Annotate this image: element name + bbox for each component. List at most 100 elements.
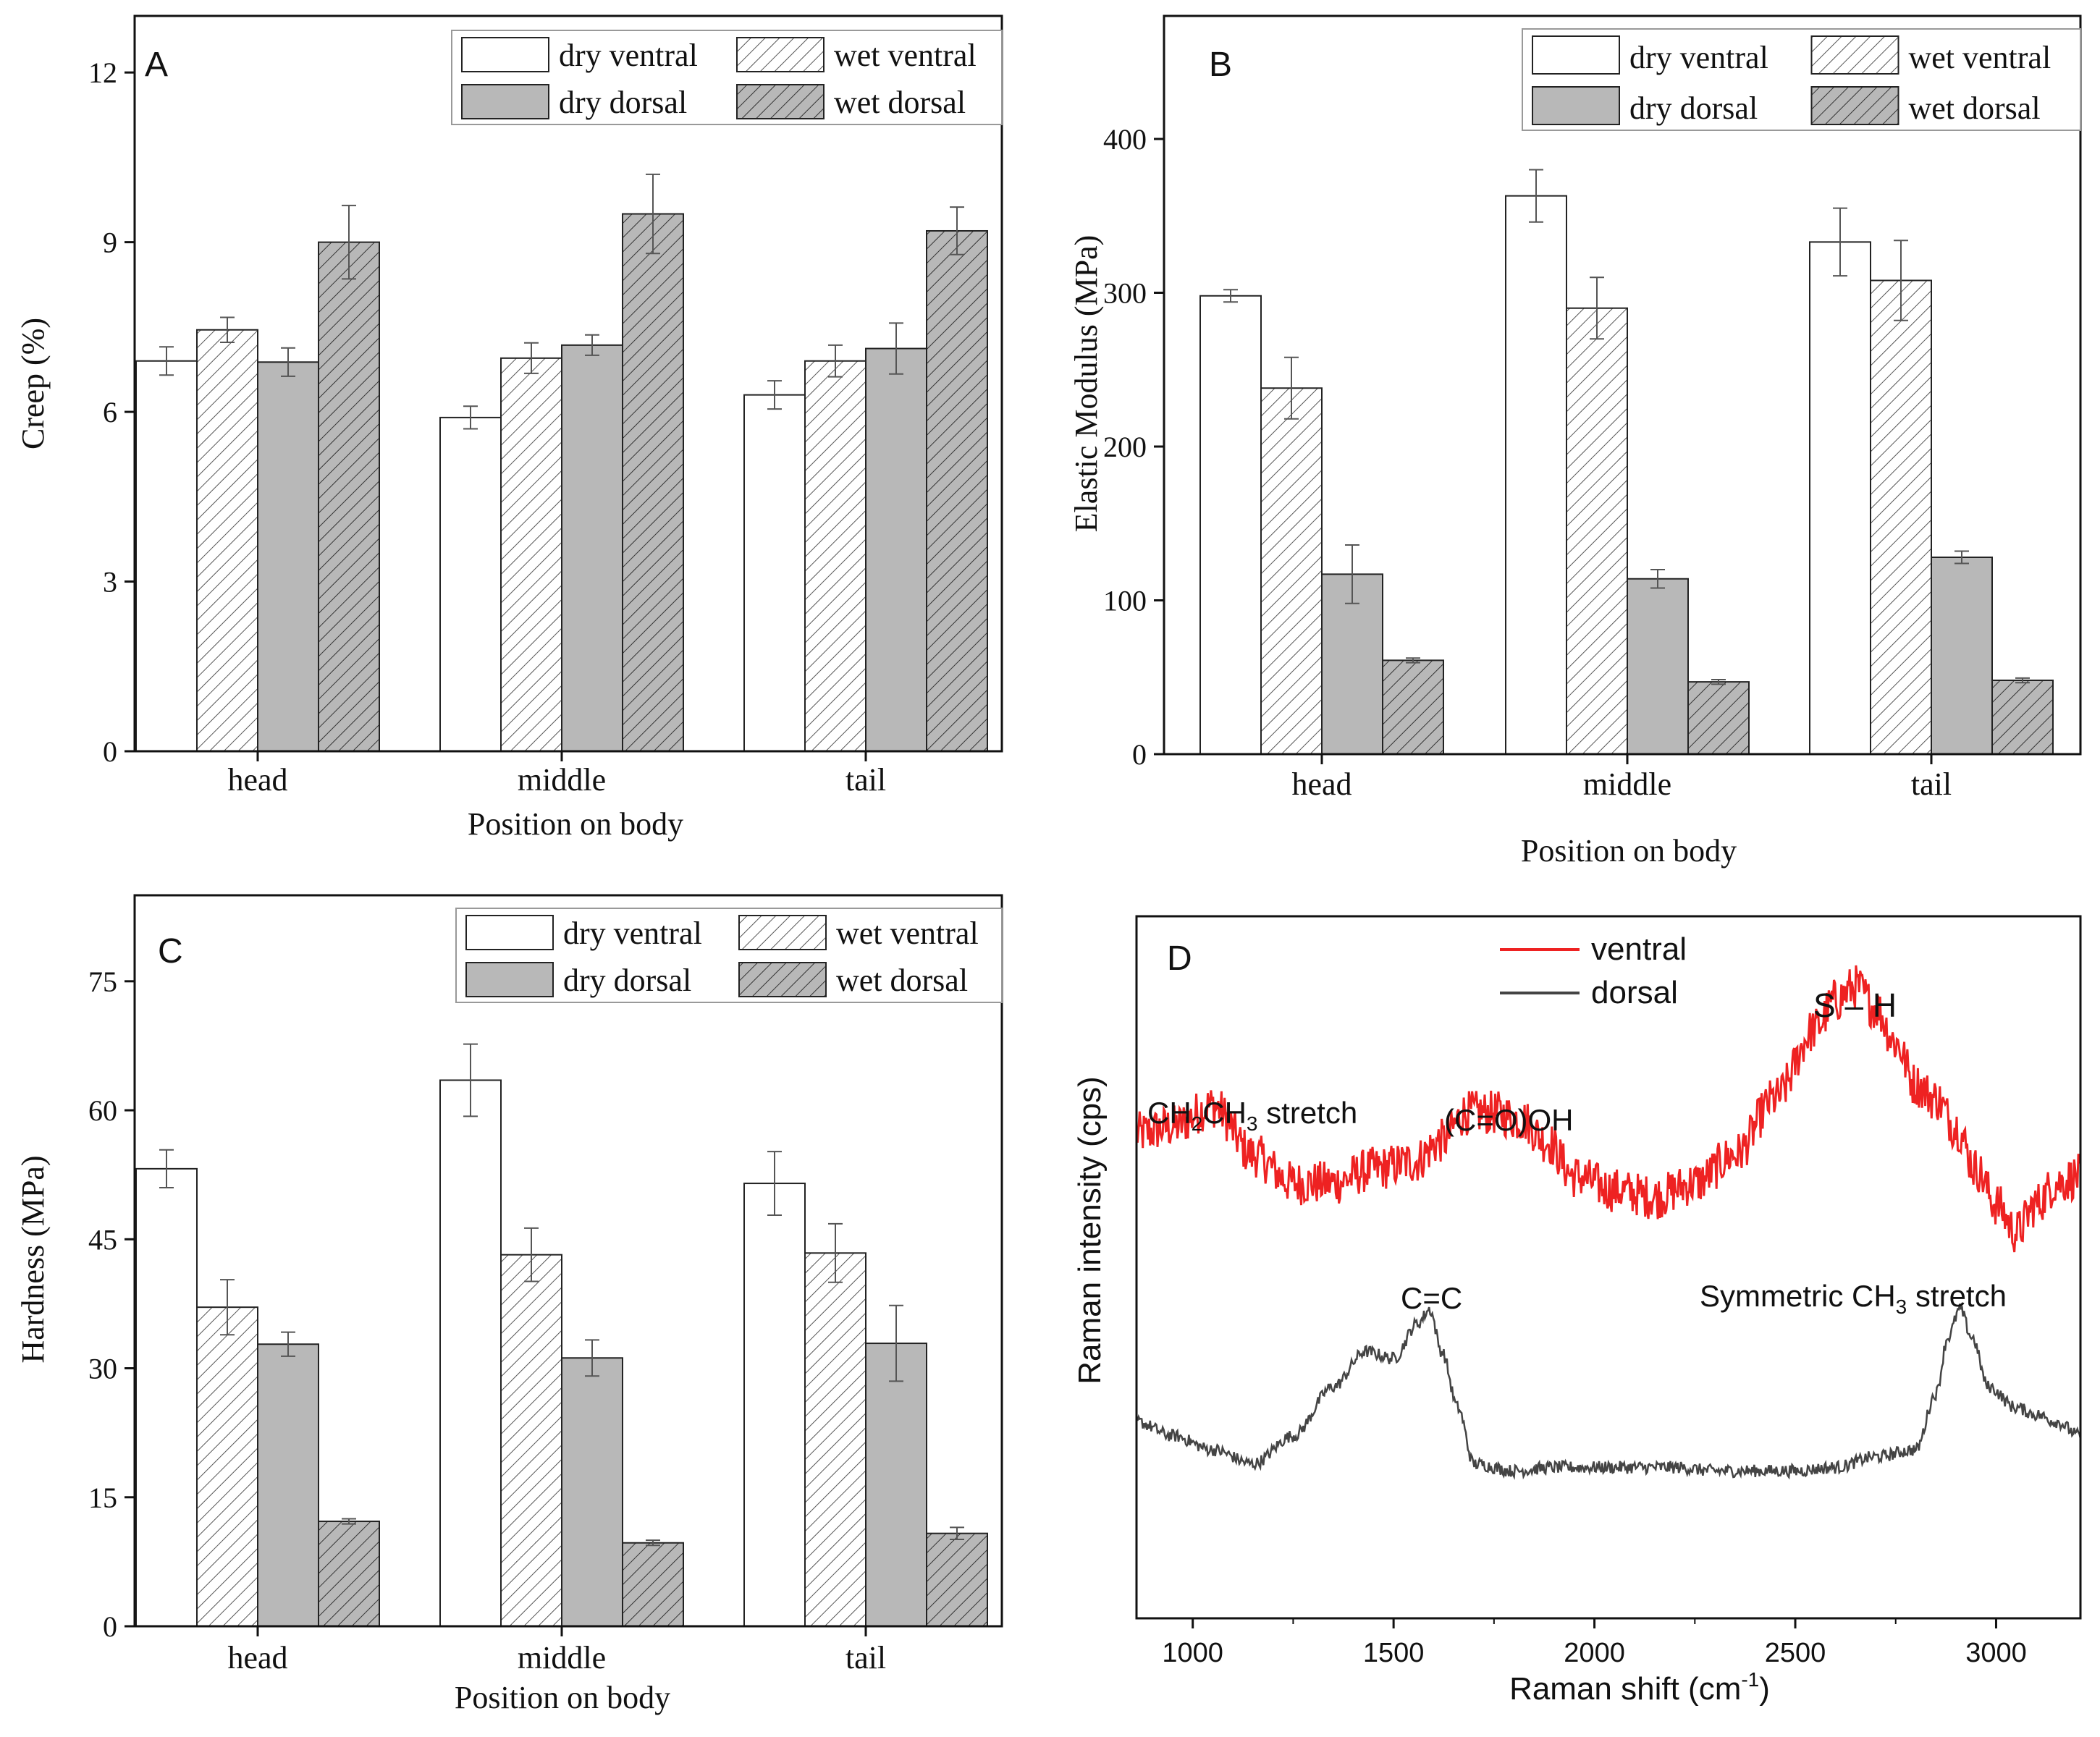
panel-a-errorbar-dry-ventral-tail	[767, 380, 782, 410]
panel-a-label: A	[145, 46, 168, 84]
panel-b-bar-dry-ventral-tail	[1809, 241, 1871, 755]
panel-b-bar-dry-ventral-head	[1199, 295, 1262, 755]
panel-c-ytick-label: 0	[103, 1610, 117, 1643]
panel-b-bar-wet-ventral-middle	[1566, 307, 1628, 755]
panel-b-legend: dry ventral wet ventral dry dorsal wet dors…	[1522, 28, 2081, 131]
panel-b-ylabel: Elastic Modulus (MPa)	[1068, 235, 1104, 533]
panel-c-ticks: 0 15 30 45 60 75 head middle tail	[88, 965, 886, 1675]
panel-c-bar-wet-ventral-head	[196, 1306, 258, 1627]
panel-b-bar-wet-dorsal-head	[1382, 659, 1444, 755]
panel-b-errorbar-dry-ventral-tail	[1833, 207, 1847, 277]
panel-a-bar-wet-ventral-middle	[500, 357, 562, 753]
panel-a-frame	[133, 14, 1003, 753]
panel-c-frame	[133, 894, 1003, 1628]
panel-c-bar-wet-dorsal-head	[318, 1521, 380, 1628]
panel-c-xlabel: Position on body	[455, 1680, 670, 1715]
panel-a-legend-label-wet-dorsal: wet dorsal	[834, 85, 966, 120]
panel-b: B Elastic Modulus (MPa) Position on body…	[1068, 14, 2082, 868]
panel-c-bar-wet-ventral-middle	[500, 1254, 562, 1627]
panel-b-legend-swatch-wet-dorsal	[1810, 86, 1899, 125]
panel-a-errorbar-wet-ventral-head	[220, 316, 235, 343]
panel-b-plot-group	[1199, 169, 2054, 755]
panel-b-errorbar-wet-ventral-head	[1284, 356, 1299, 420]
panel-d-xlabel-sup: -1	[1741, 1668, 1759, 1691]
panel-a-errorbar-dry-dorsal-middle	[585, 334, 599, 356]
panel-d-xlabel-main: Raman shift (cm	[1509, 1671, 1741, 1707]
panel-c-bar-dry-dorsal-middle	[561, 1357, 623, 1628]
panel-a-legend-swatch-dry-ventral	[461, 37, 549, 72]
panel-b-errorbar-dry-dorsal-tail	[1954, 550, 1969, 565]
panel-c-errorbar-wet-ventral-middle	[524, 1227, 539, 1282]
panel-a-bar-wet-dorsal-head	[318, 241, 380, 753]
panel-c-legend-swatch-dry-ventral	[465, 915, 554, 950]
panel-c-xtick-label-tail: tail	[846, 1640, 886, 1675]
panel-d-xtick-label: 2000	[1564, 1638, 1625, 1668]
panel-b-label: B	[1209, 46, 1232, 84]
panel-a-errorbar-dry-ventral-middle	[463, 405, 478, 430]
panel-c-bar-dry-ventral-head	[135, 1167, 198, 1627]
panel-b-legend-label-wet-ventral: wet ventral	[1909, 40, 2051, 75]
panel-c-bar-dry-dorsal-head	[257, 1343, 319, 1627]
panel-a-errorbar-dry-ventral-head	[159, 346, 174, 376]
panel-c-legend-label-dry-dorsal: dry dorsal	[563, 963, 691, 998]
panel-b-bar-dry-dorsal-middle	[1627, 578, 1689, 755]
panel-d-legend: ventral dorsal	[1500, 931, 1687, 1010]
panel-b-xtick-label-head: head	[1291, 766, 1351, 802]
panel-b-xtick-label-tail: tail	[1911, 766, 1952, 802]
panel-b-legend-label-dry-dorsal: dry dorsal	[1629, 90, 1758, 126]
panel-d-xtick-label: 1000	[1162, 1638, 1223, 1668]
panel-c-xtick-label-middle: middle	[518, 1640, 606, 1675]
panel-a-xtick-label-tail: tail	[846, 762, 886, 798]
panel-a-ylabel: Creep (%)	[15, 318, 51, 449]
panel-a-xtick-label-head: head	[227, 762, 287, 798]
panel-d: D Raman intensity (cps) Raman shift (cm-…	[1072, 915, 2082, 1707]
panel-a-legend-label-dry-dorsal: dry dorsal	[559, 85, 687, 120]
panel-b-errorbar-wet-ventral-tail	[1894, 240, 1908, 321]
panel-d-legend-label-dorsal: dorsal	[1591, 975, 1678, 1010]
panel-b-errorbar-dry-dorsal-middle	[1650, 569, 1665, 589]
panel-c-legend-swatch-dry-dorsal	[465, 962, 554, 997]
panel-a-ytick-label: 12	[88, 56, 117, 89]
panel-c-errorbar-dry-dorsal-head	[281, 1331, 295, 1357]
panel-c-ytick-label: 15	[88, 1482, 117, 1514]
panel-c-legend-label-wet-ventral: wet ventral	[836, 916, 979, 951]
panel-b-ytick-label: 200	[1103, 431, 1147, 463]
panel-b-legend-swatch-dry-ventral	[1532, 35, 1620, 75]
panel-a-bar-dry-ventral-middle	[439, 416, 502, 753]
panel-a-legend-swatch-wet-dorsal	[736, 84, 825, 119]
panel-a-xtick-label-middle: middle	[518, 762, 606, 798]
panel-c-ylabel: Hardness (MPa)	[15, 1155, 51, 1363]
panel-c: C Hardness (MPa) Position on body 0 15 30 4…	[15, 894, 1003, 1715]
panel-d-series-ventral	[1135, 965, 2082, 1253]
panel-a-ytick-label: 0	[103, 735, 117, 768]
panel-d-xtick-label: 3000	[1965, 1638, 2027, 1668]
panel-c-bar-wet-dorsal-tail	[926, 1532, 988, 1628]
panel-a-xlabel: Position on body	[468, 806, 683, 842]
panel-b-errorbar-wet-ventral-middle	[1590, 276, 1604, 340]
panel-b-legend-swatch-dry-dorsal	[1532, 86, 1620, 125]
panel-b-legend-label-wet-dorsal: wet dorsal	[1909, 90, 2041, 126]
panel-a-bar-dry-dorsal-tail	[865, 347, 927, 752]
panel-a-bar-wet-dorsal-middle	[622, 213, 684, 752]
panel-d-legend-label-ventral: ventral	[1591, 931, 1687, 967]
panel-c-bar-wet-dorsal-middle	[622, 1542, 684, 1628]
panel-b-errorbar-dry-dorsal-head	[1345, 544, 1359, 604]
panel-a-errorbar-wet-dorsal-middle	[646, 173, 660, 255]
panel-d-plot-group	[1135, 965, 2082, 1480]
panel-d-label: D	[1167, 939, 1192, 978]
panel-b-ytick-label: 100	[1103, 585, 1147, 617]
panel-a-errorbar-wet-dorsal-tail	[950, 206, 964, 255]
panel-d-series-dorsal	[1135, 1303, 2082, 1480]
panel-b-bar-dry-ventral-middle	[1505, 195, 1567, 755]
panel-b-ytick-label: 0	[1132, 738, 1147, 771]
panel-c-errorbar-wet-dorsal-middle	[646, 1539, 660, 1547]
panel-b-xlabel: Position on body	[1521, 833, 1737, 868]
annotation-ch2ch3-stretch: CH2CH3 stretch	[1147, 1096, 1357, 1135]
annotation-symmetric-ch3-stretch: Symmetric CH3 stretch	[1700, 1279, 2007, 1318]
panel-a-plot-group	[135, 173, 988, 753]
panel-b-bar-wet-ventral-head	[1260, 387, 1323, 755]
panel-b-bar-dry-dorsal-head	[1321, 573, 1383, 755]
panel-c-ytick-label: 45	[88, 1223, 117, 1256]
panel-c-errorbar-dry-dorsal-middle	[585, 1339, 599, 1377]
